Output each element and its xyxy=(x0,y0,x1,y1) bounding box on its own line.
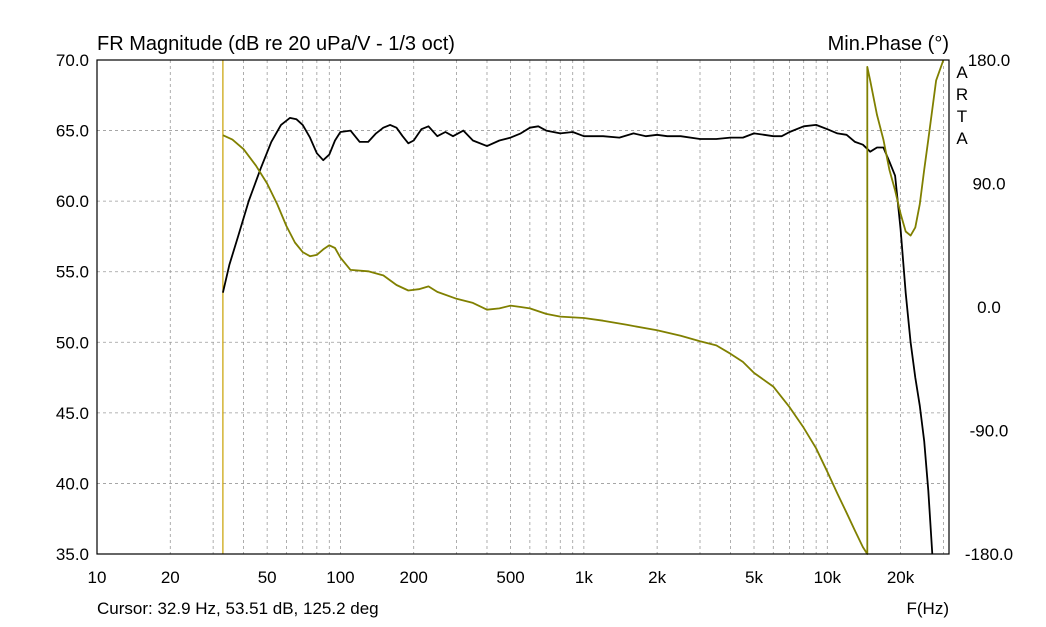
tick-label-layer: 10 20 50 100 200 500 1k 2k 5k 10k 20k 70.0 65.0 60.0 5… xyxy=(56,51,1013,587)
magnitude-series-line xyxy=(222,117,934,555)
brand-letter-r: R xyxy=(956,85,968,104)
y2-tick-label: -90.0 xyxy=(970,422,1009,441)
x-tick-label: 10k xyxy=(814,568,842,587)
cursor-readout: Cursor: 32.9 Hz, 53.51 dB, 125.2 deg xyxy=(97,599,379,618)
x-tick-label: 2k xyxy=(648,568,666,587)
x-tick-label: 100 xyxy=(326,568,354,587)
x-tick-label: 500 xyxy=(496,568,524,587)
x-tick-label: 20k xyxy=(887,568,915,587)
x-tick-label: 5k xyxy=(745,568,763,587)
brand-letter-a1: A xyxy=(956,63,968,82)
y-tick-label: 65.0 xyxy=(56,122,89,141)
y-tick-label: 50.0 xyxy=(56,333,89,352)
phase-series-line xyxy=(222,59,945,555)
y-tick-label: 45.0 xyxy=(56,404,89,423)
y-tick-label: 35.0 xyxy=(56,545,89,564)
x-tick-label: 20 xyxy=(161,568,180,587)
y-tick-label: 70.0 xyxy=(56,51,89,70)
y2-tick-label: -180.0 xyxy=(965,545,1013,564)
brand-letter-t: T xyxy=(957,107,967,126)
phase-axis-title: Min.Phase (°) xyxy=(828,33,949,55)
x-axis-label: F(Hz) xyxy=(907,599,949,618)
grid-layer xyxy=(97,60,949,554)
y2-tick-label: 180.0 xyxy=(968,51,1011,70)
plot-frame xyxy=(96,59,950,555)
x-tick-label: 1k xyxy=(575,568,593,587)
series-layer xyxy=(222,59,945,555)
y-tick-label: 55.0 xyxy=(56,263,89,282)
y-tick-label: 40.0 xyxy=(56,474,89,493)
y-tick-label: 60.0 xyxy=(56,192,89,211)
brand-letter-a2: A xyxy=(956,129,968,148)
x-tick-label: 200 xyxy=(400,568,428,587)
x-tick-label: 10 xyxy=(88,568,107,587)
chart-title: FR Magnitude (dB re 20 uPa/V - 1/3 oct) xyxy=(97,33,455,55)
y2-tick-label: 0.0 xyxy=(977,298,1001,317)
y2-tick-label: 90.0 xyxy=(972,175,1005,194)
x-tick-label: 50 xyxy=(258,568,277,587)
